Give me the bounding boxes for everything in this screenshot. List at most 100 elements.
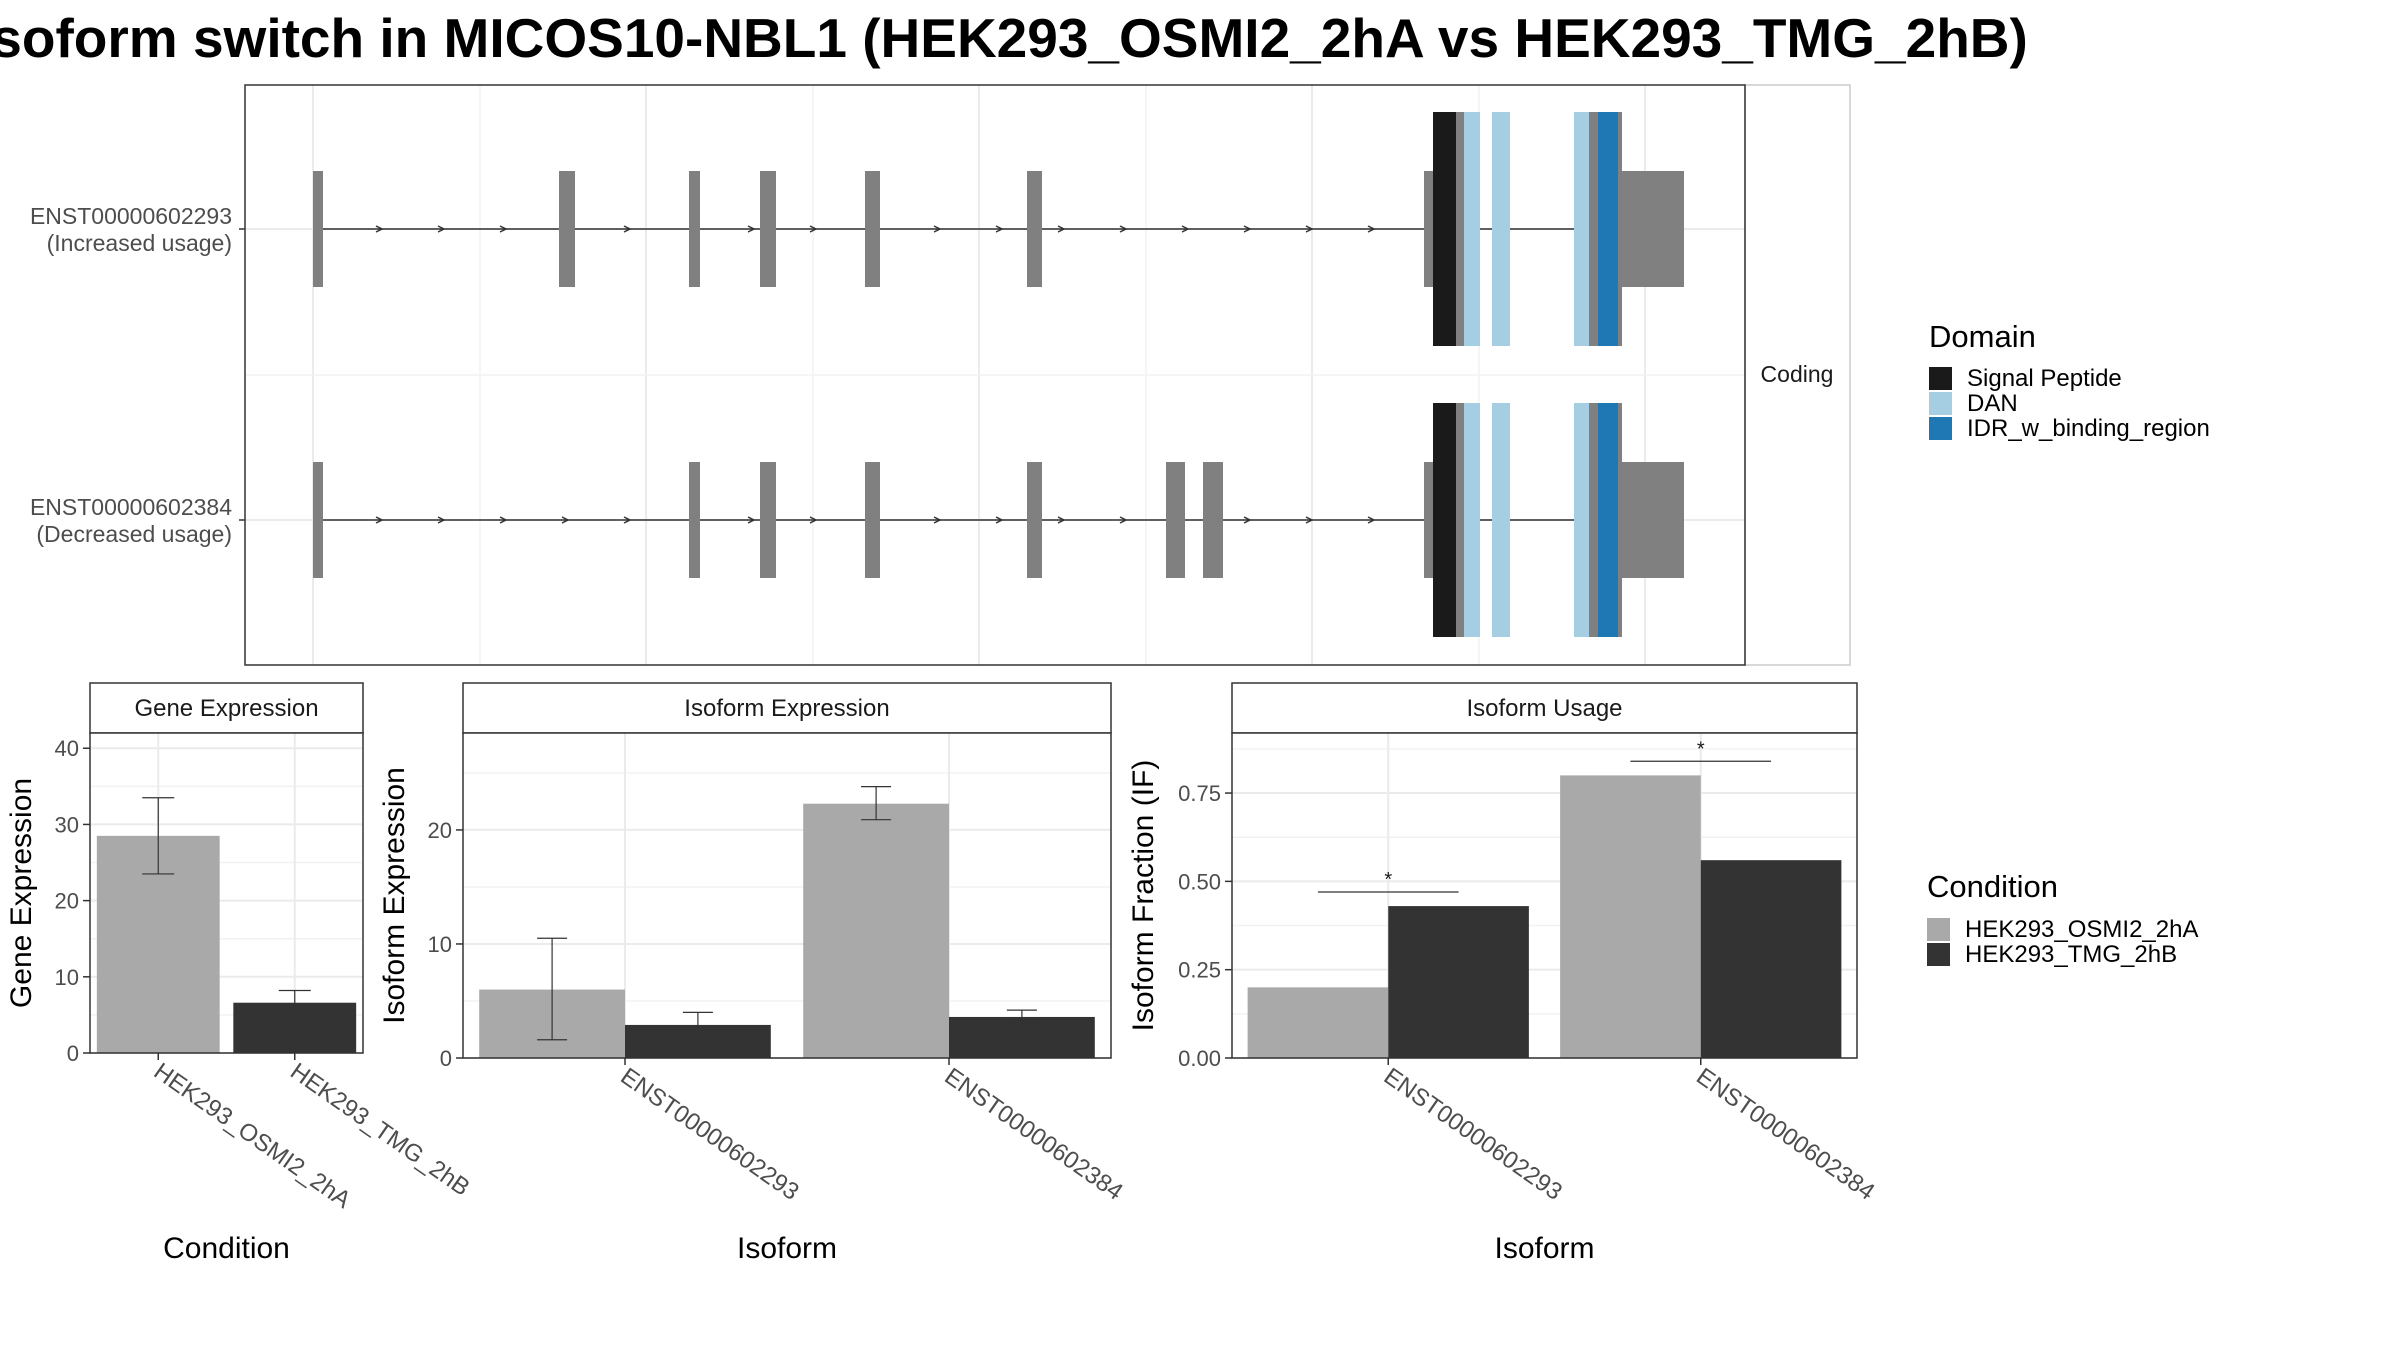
coding-exon <box>1618 112 1622 346</box>
intron-arrow <box>499 516 508 524</box>
condition-legend-key <box>1927 943 1950 966</box>
y-tick-label: 0.50 <box>1178 869 1221 894</box>
utr-exon <box>1622 171 1684 287</box>
exon <box>1424 171 1433 287</box>
facet-strip <box>462 682 1112 734</box>
facet-strip <box>1231 682 1858 734</box>
domain-legend-title: Domain <box>1929 319 2036 354</box>
panel-border <box>1231 732 1858 1059</box>
intron-arrow <box>809 225 818 233</box>
intron-arrow <box>1305 225 1314 233</box>
isoform-usage-label: (Increased usage) <box>47 230 232 256</box>
condition-legend-key <box>1927 918 1950 941</box>
isoform-id-label: ENST00000602384 <box>30 494 232 520</box>
condition-legend-title: Condition <box>1927 869 2058 904</box>
significance-label: * <box>1697 738 1705 760</box>
dan-domain <box>1492 112 1510 346</box>
domain-legend-key <box>1929 367 1952 390</box>
x-tick-label: ENST00000602384 <box>940 1063 1128 1206</box>
intron-arrow <box>437 225 446 233</box>
x-axis-title: Isoform <box>1494 1232 1594 1265</box>
exon <box>313 462 323 578</box>
intron-arrow <box>499 225 508 233</box>
y-tick-label: 20 <box>55 889 79 914</box>
intron-arrow <box>1057 225 1066 233</box>
domain-legend-label: Signal Peptide <box>1967 365 2122 392</box>
facet-strip <box>89 682 364 734</box>
isoform-expression-panel: Isoform Expression 0 10 20 ENST00000602293 EN… <box>378 682 1128 1265</box>
intron-arrow <box>1243 225 1252 233</box>
exon <box>559 171 575 287</box>
bar <box>803 803 949 1058</box>
idr-domain <box>1598 403 1618 637</box>
exon <box>313 171 323 287</box>
intron-arrow <box>747 225 756 233</box>
exon <box>760 171 776 287</box>
intron-arrow <box>437 516 446 524</box>
facet-strip-label: Coding <box>1761 361 1834 387</box>
intron-arrow <box>933 225 942 233</box>
domain-legend-label: DAN <box>1967 390 2018 417</box>
exon <box>1027 171 1042 287</box>
coding-exon <box>1456 403 1464 637</box>
y-axis-title: Gene Expression <box>5 778 38 1008</box>
exon <box>1424 462 1433 578</box>
y-tick-label: 0 <box>67 1041 79 1066</box>
bar <box>949 1016 1095 1058</box>
condition-legend-label: HEK293_TMG_2hB <box>1965 941 2177 968</box>
y-tick-label: 0.75 <box>1178 781 1221 806</box>
intron-arrow <box>995 225 1004 233</box>
exon <box>1166 462 1185 578</box>
isoform-id-label: ENST00000602293 <box>30 203 232 229</box>
intron-arrow <box>375 516 384 524</box>
dan-domain <box>1464 112 1480 346</box>
coding-exon <box>1456 112 1464 346</box>
y-tick-label: 0.25 <box>1178 958 1221 983</box>
intron-arrow <box>1243 516 1252 524</box>
intron-arrow <box>561 516 570 524</box>
y-tick-label: 20 <box>428 818 452 843</box>
exon <box>865 171 880 287</box>
y-tick-label: 40 <box>55 736 79 761</box>
condition-legend-label: HEK293_OSMI2_2hA <box>1965 916 2198 943</box>
dan-domain <box>1492 403 1510 637</box>
exon <box>689 462 700 578</box>
facet-strip <box>1744 84 1851 666</box>
intron-arrow <box>1057 516 1066 524</box>
bar <box>1388 906 1529 1058</box>
x-tick-label: ENST00000602384 <box>1691 1063 1879 1206</box>
utr-exon <box>1622 462 1684 578</box>
x-tick-label: ENST00000602293 <box>616 1063 804 1206</box>
y-axis-title: Isoform Fraction (IF) <box>1127 760 1160 1032</box>
exon <box>865 462 880 578</box>
intron-arrow <box>1367 225 1376 233</box>
dan-domain <box>1574 112 1589 346</box>
domain-legend-label: IDR_w_binding_region <box>1967 415 2210 442</box>
intron-arrow <box>623 516 632 524</box>
exon <box>760 462 776 578</box>
intron-arrow <box>933 516 942 524</box>
intron-arrow <box>1181 225 1190 233</box>
legends: Domain Signal PeptideDANIDR_w_binding_reg… <box>1927 319 2210 968</box>
dan-domain <box>1464 403 1480 637</box>
y-axis-title: Isoform Expression <box>378 767 411 1024</box>
bar <box>1700 860 1842 1058</box>
signal-peptide-domain <box>1433 403 1456 637</box>
domain-legend-key <box>1929 392 1952 415</box>
exon <box>1203 462 1223 578</box>
x-axis-title: Condition <box>163 1232 290 1265</box>
panel-border <box>244 84 1746 666</box>
y-tick-label: 0 <box>440 1046 452 1071</box>
bar <box>1560 775 1701 1058</box>
signal-peptide-domain <box>1433 112 1456 346</box>
intron-arrow <box>623 225 632 233</box>
y-tick-label: 0.00 <box>1178 1046 1221 1071</box>
significance-label: * <box>1384 869 1392 891</box>
facet-title: Gene Expression <box>134 695 318 722</box>
intron-arrow <box>1119 516 1128 524</box>
intron-arrow <box>1367 516 1376 524</box>
domain-legend-key <box>1929 417 1952 440</box>
intron-arrow <box>1305 516 1314 524</box>
intron-arrow <box>809 516 818 524</box>
idr-domain <box>1598 112 1618 346</box>
